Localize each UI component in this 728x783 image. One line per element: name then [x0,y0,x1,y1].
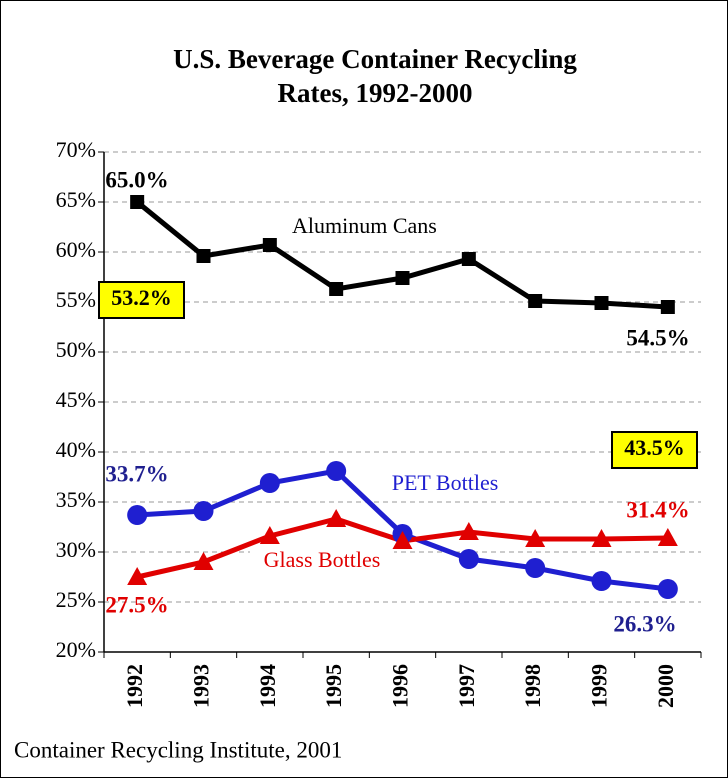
x-tick-label: 2000 [653,664,678,708]
annotation: 53.2% [111,285,172,310]
marker [329,282,344,296]
marker [127,567,148,585]
marker [525,558,546,578]
marker [461,252,476,266]
marker [259,473,280,493]
marker [193,552,214,570]
marker [458,549,479,569]
y-tick-label: 60% [56,237,96,262]
value-label: 26.3% [613,611,676,636]
x-tick-label: 1993 [189,664,214,708]
marker [591,571,612,591]
chart-title: U.S. Beverage Container Recycling [173,44,577,74]
x-tick-label: 1998 [520,664,545,708]
series-label: PET Bottles [392,470,499,495]
y-tick-label: 70% [56,137,96,162]
series-label: Glass Bottles [264,547,381,572]
marker [130,195,145,209]
marker [528,294,543,308]
marker [525,529,546,547]
y-tick-label: 30% [56,537,96,562]
marker [392,531,413,549]
marker [193,501,214,521]
marker [259,526,280,544]
value-label: 54.5% [626,325,689,350]
y-tick-label: 55% [56,287,96,312]
marker [395,271,410,285]
source: Container Recycling Institute, 2001 [14,737,342,762]
marker [458,522,479,540]
y-tick-label: 50% [56,337,96,362]
marker [591,529,612,547]
value-label: 65.0% [105,167,168,192]
y-tick-label: 20% [56,637,96,662]
marker [326,509,347,527]
y-tick-label: 25% [56,587,96,612]
annotation-box [611,431,698,469]
value-label: 33.7% [105,461,168,486]
x-tick-label: 1994 [255,664,280,708]
marker [660,300,675,314]
annotation: 43.5% [624,435,685,460]
x-tick-label: 1992 [122,664,147,708]
y-tick-label: 40% [56,437,96,462]
x-tick-label: 1995 [321,664,346,708]
marker [262,238,277,252]
marker [594,296,609,310]
marker [196,249,211,263]
x-tick-label: 1997 [454,664,479,708]
y-tick-label: 65% [56,187,96,212]
series-label: Aluminum Cans [292,213,437,238]
marker [657,579,678,599]
label-bg [250,549,394,575]
y-tick-label: 45% [56,387,96,412]
x-tick-label: 1999 [587,664,612,708]
marker [127,505,148,525]
x-tick-label: 1996 [388,664,413,708]
y-tick-label: 35% [56,487,96,512]
annotation-box [98,281,185,319]
value-label: 31.4% [626,497,689,522]
marker [326,461,347,481]
chart-title: Rates, 1992-2000 [278,78,473,108]
marker [657,528,678,546]
value-label: 27.5% [105,592,168,617]
